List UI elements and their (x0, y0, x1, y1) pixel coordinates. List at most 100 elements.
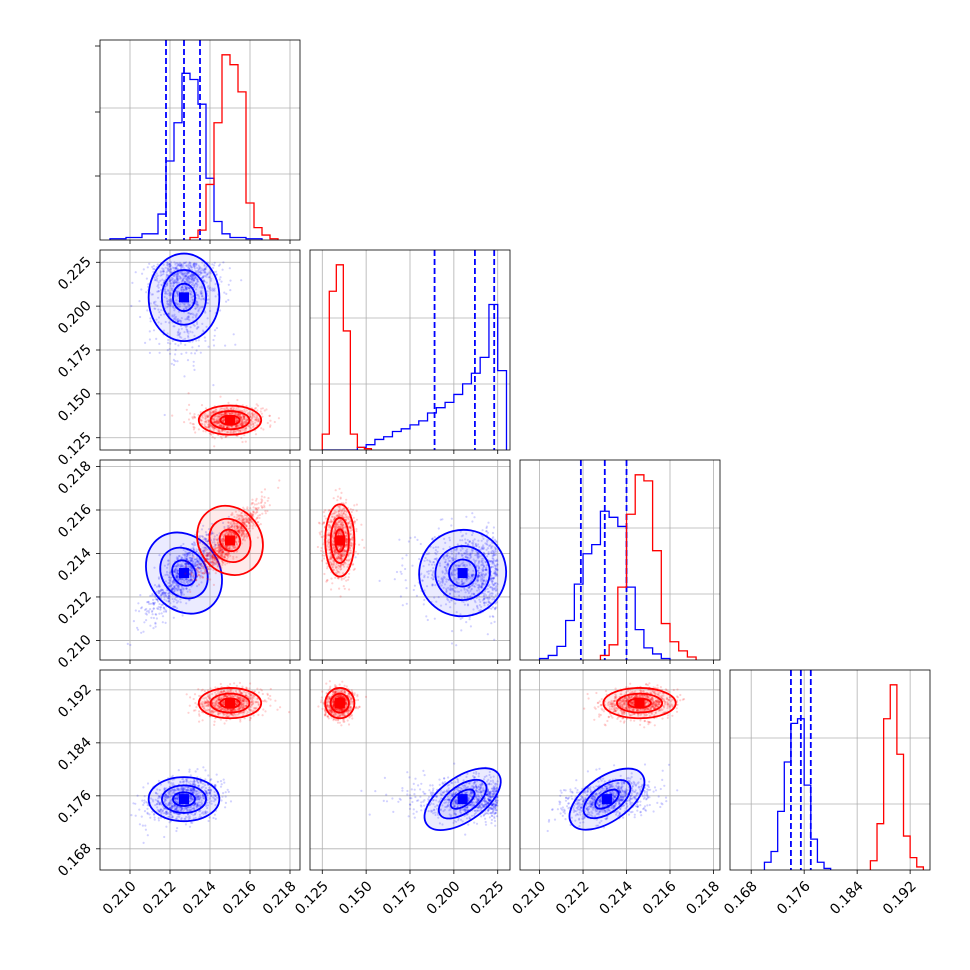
scatter-point (241, 422, 244, 425)
scatter-point (169, 299, 172, 302)
scatter-point (175, 281, 178, 284)
scatter-point (174, 581, 177, 584)
scatter-point (184, 275, 188, 278)
scatter-point (161, 615, 165, 618)
scatter-point (205, 421, 208, 424)
scatter-point (195, 300, 198, 303)
scatter-point (151, 293, 154, 296)
scatter-point (172, 285, 175, 288)
histogram-series-1 (538, 510, 671, 660)
scatter-point (218, 549, 221, 553)
scatter-point (170, 588, 173, 592)
scatter-point (250, 416, 253, 419)
scatter-point (166, 566, 169, 569)
scatter-point (198, 562, 201, 566)
scatter-point (201, 329, 205, 332)
scatter-point (188, 261, 191, 264)
scatter-point (162, 269, 165, 272)
scatter-point (490, 622, 493, 625)
scatter-point (149, 302, 152, 305)
scatter-point (197, 271, 200, 274)
scatter-point (183, 280, 186, 283)
scatter-point (194, 263, 197, 266)
scatter-point (152, 602, 155, 605)
scatter-point (186, 359, 190, 362)
scatter-point (164, 292, 167, 295)
scatter-point (213, 445, 216, 448)
scatter-point (169, 298, 172, 301)
scatter-point (198, 566, 201, 570)
scatter-point (165, 284, 168, 287)
scatter-point (196, 322, 199, 326)
scatter-point (209, 554, 212, 558)
scatter-point (191, 416, 194, 419)
scatter-point (189, 422, 192, 425)
scatter-point (173, 281, 176, 284)
scatter-point (192, 280, 195, 283)
scatter-point (244, 420, 247, 423)
scatter-point (173, 274, 176, 278)
scatter-point (223, 407, 226, 410)
scatter-point (187, 280, 190, 283)
scatter-point (234, 430, 237, 433)
scatter-point (194, 563, 197, 566)
scatter-point (214, 420, 217, 423)
scatter-point (190, 296, 193, 299)
scatter-point (147, 611, 151, 614)
scatter-point (152, 594, 155, 597)
scatter-point (190, 266, 194, 269)
scatter-point (172, 605, 175, 608)
scatter-point (184, 553, 187, 557)
scatter-point (178, 264, 181, 267)
scatter-point (181, 577, 184, 580)
scatter-point (180, 544, 183, 547)
scatter-point (169, 303, 172, 306)
scatter-point (238, 414, 241, 418)
scatter-point (351, 563, 354, 566)
scatter-point (237, 412, 240, 415)
scatter-point (257, 514, 260, 517)
scatter-point (184, 565, 188, 568)
scatter-point (345, 498, 348, 501)
scatter-point (255, 511, 258, 514)
scatter-point (207, 426, 210, 429)
scatter-point (188, 289, 191, 292)
scatter-point (162, 329, 166, 332)
scatter-point (160, 322, 163, 325)
scatter-point (186, 305, 189, 308)
scatter-point (215, 422, 219, 425)
scatter-point (154, 622, 157, 625)
scatter-point (205, 426, 208, 429)
scatter-point (176, 570, 179, 573)
scatter-point (189, 565, 192, 568)
scatter-point (214, 543, 217, 547)
scatter-point (201, 271, 204, 274)
scatter-point (250, 423, 253, 426)
scatter-point (209, 411, 212, 414)
scatter-point (195, 339, 198, 342)
scatter-point (215, 270, 218, 273)
scatter-point (234, 417, 237, 420)
scatter-point (185, 552, 188, 555)
scatter-point (175, 266, 178, 269)
scatter-point (139, 594, 142, 597)
scatter-point (184, 562, 187, 565)
scatter-point (223, 429, 226, 432)
scatter-point (355, 530, 358, 533)
scatter-point (254, 433, 258, 436)
scatter-point (228, 431, 232, 434)
scatter-point (173, 586, 176, 589)
scatter-point (213, 421, 216, 424)
scatter-point (201, 416, 204, 419)
scatter-point (145, 607, 148, 611)
scatter-point (415, 594, 418, 598)
scatter-point (230, 425, 233, 428)
scatter-point (195, 282, 198, 285)
scatter-point (220, 538, 223, 541)
scatter-point (199, 290, 202, 293)
scatter-point (208, 425, 211, 428)
scatter-point (176, 319, 179, 322)
scatter-point (192, 274, 195, 277)
scatter-point (207, 419, 211, 422)
scatter-point (201, 535, 204, 538)
